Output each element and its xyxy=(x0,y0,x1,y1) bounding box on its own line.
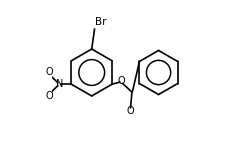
Text: O: O xyxy=(118,76,125,86)
Text: O: O xyxy=(45,91,53,101)
Text: Br: Br xyxy=(95,17,107,27)
Text: O: O xyxy=(45,67,53,77)
Text: N: N xyxy=(56,79,63,89)
Text: O: O xyxy=(127,106,134,116)
